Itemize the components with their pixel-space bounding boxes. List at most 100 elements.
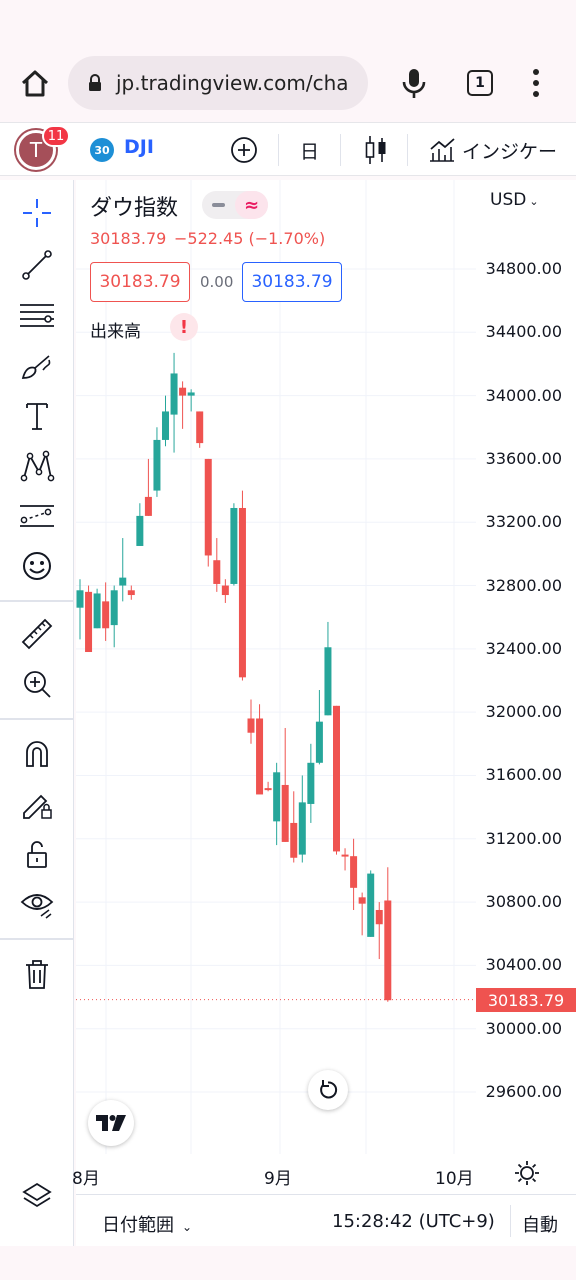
browser-toolbar: jp.tradingview.com/cha 1 bbox=[0, 0, 576, 122]
compare-add-icon[interactable] bbox=[230, 136, 258, 164]
home-icon[interactable] bbox=[18, 66, 52, 100]
toolbar-separator bbox=[407, 134, 408, 166]
currency-label: USD bbox=[490, 190, 527, 210]
object-tree-icon[interactable] bbox=[14, 1174, 60, 1220]
toolbar-separator bbox=[278, 134, 279, 166]
price-tick-label: 30000.00 bbox=[485, 1018, 562, 1038]
price-tick-label: 34800.00 bbox=[485, 259, 562, 278]
pattern-icon[interactable] bbox=[14, 443, 60, 489]
auto-scale-button[interactable]: 自動 bbox=[522, 1215, 558, 1236]
candles-style-icon[interactable] bbox=[364, 134, 388, 166]
notification-badge: 11 bbox=[42, 125, 70, 147]
price-tick-label: 32400.00 bbox=[485, 638, 562, 658]
volume-label: 出来高 bbox=[90, 322, 141, 342]
symbol-search-button[interactable]: DJI bbox=[124, 136, 154, 158]
candle-body bbox=[76, 590, 84, 608]
microphone-icon[interactable] bbox=[398, 66, 430, 100]
buy-price: 30183.79 bbox=[251, 272, 333, 292]
price-tick-label: 33600.00 bbox=[485, 448, 562, 468]
last-price-marker-text: 30183.79 bbox=[487, 990, 565, 1010]
spread-value: 0.00 bbox=[200, 273, 234, 291]
candle-body bbox=[264, 788, 272, 791]
symbol-badge-text: 30 bbox=[94, 143, 110, 157]
time-axis[interactable]: 8月 9月 10月 bbox=[72, 1154, 576, 1194]
lock-icon bbox=[88, 74, 102, 92]
indicators-button[interactable]: インジケー bbox=[462, 141, 558, 163]
price-tick-label: 32000.00 bbox=[485, 702, 562, 722]
crosshair-icon[interactable] bbox=[14, 190, 60, 236]
toolbar-divider bbox=[0, 718, 74, 720]
time-label-oct: 10月 bbox=[435, 1169, 474, 1189]
candle-body bbox=[384, 900, 392, 1001]
tab-count: 1 bbox=[475, 75, 485, 91]
price-tick-label: 31200.00 bbox=[485, 828, 562, 848]
emoji-icon[interactable] bbox=[14, 543, 60, 589]
brush-icon[interactable] bbox=[14, 343, 60, 389]
legend-mode-toggle[interactable]: ≈ bbox=[202, 191, 268, 219]
hide-drawings-icon[interactable] bbox=[14, 881, 60, 927]
trend-line-icon[interactable] bbox=[14, 242, 60, 288]
candle-body bbox=[144, 496, 152, 516]
candle-body bbox=[162, 411, 169, 440]
ruler-icon[interactable] bbox=[14, 611, 60, 657]
tradingview-logo[interactable] bbox=[88, 1100, 134, 1146]
candle-body bbox=[307, 762, 315, 804]
text-tool-icon[interactable] bbox=[14, 393, 60, 439]
price-tick-label: 34000.00 bbox=[485, 385, 562, 405]
date-range-button[interactable]: 日付範囲 ⌄ bbox=[102, 1211, 192, 1237]
candle-body bbox=[85, 591, 93, 653]
chart-settings-icon[interactable] bbox=[514, 1160, 540, 1186]
zoom-in-icon[interactable] bbox=[14, 661, 60, 707]
unlock-icon[interactable] bbox=[14, 831, 60, 877]
toolbar-separator bbox=[340, 134, 341, 166]
chevron-down-icon: ⌄ bbox=[529, 195, 539, 208]
lock-drawing-icon[interactable] bbox=[14, 781, 60, 827]
chart-pane[interactable]: ダウ指数 ≈ 30183.79 −522.45 (−1.70%) 30183.7… bbox=[72, 180, 576, 1194]
price-tick-label: 32800.00 bbox=[485, 575, 562, 595]
fib-retracement-icon[interactable] bbox=[14, 292, 60, 338]
interval-button[interactable]: 日 bbox=[300, 141, 320, 163]
approx-icon: ≈ bbox=[235, 191, 268, 219]
tab-switcher-button[interactable]: 1 bbox=[467, 70, 493, 96]
candle-body bbox=[247, 718, 255, 733]
price-tick-label: 34400.00 bbox=[485, 322, 562, 342]
candle-body bbox=[350, 856, 358, 888]
currency-selector[interactable]: USD ⌄ bbox=[490, 190, 539, 210]
chevron-down-icon: ⌄ bbox=[182, 1220, 193, 1234]
candle-body bbox=[290, 822, 298, 858]
notification-count: 11 bbox=[47, 128, 65, 144]
reset-chart-icon[interactable] bbox=[308, 1070, 348, 1110]
bottom-separator bbox=[510, 1205, 511, 1237]
candle-body bbox=[179, 387, 187, 396]
price-tick-label: 30800.00 bbox=[485, 892, 562, 912]
sell-button[interactable]: 30183.79 bbox=[90, 262, 190, 302]
candle-body bbox=[93, 593, 101, 629]
magnet-icon[interactable] bbox=[14, 731, 60, 777]
more-options-icon[interactable] bbox=[530, 68, 542, 98]
forecast-icon[interactable] bbox=[14, 493, 60, 539]
symbol-logo: 30 bbox=[90, 138, 114, 162]
candle-body bbox=[213, 560, 221, 584]
timezone-button[interactable]: 15:28:42 (UTC+9) bbox=[332, 1211, 495, 1232]
candle-body bbox=[102, 601, 110, 629]
date-range-label: 日付範囲 bbox=[102, 1215, 174, 1236]
warning-mark: ! bbox=[179, 316, 189, 338]
candle-body bbox=[358, 897, 366, 904]
url-text: jp.tradingview.com/cha bbox=[116, 71, 349, 95]
volume-warning-icon[interactable]: ! bbox=[170, 313, 198, 341]
candle-body bbox=[230, 507, 238, 584]
candle-body bbox=[315, 721, 323, 763]
candle-body bbox=[196, 411, 204, 444]
candle-body bbox=[110, 590, 118, 626]
buy-button[interactable]: 30183.79 bbox=[242, 262, 342, 302]
price-change: −522.45 (−1.70%) bbox=[174, 229, 326, 248]
candle-body bbox=[127, 590, 135, 596]
candle-body bbox=[273, 772, 281, 822]
indicators-icon[interactable] bbox=[428, 137, 456, 163]
candlestick-chart[interactable] bbox=[76, 180, 576, 1194]
trash-icon[interactable] bbox=[14, 951, 60, 997]
system-nav-area bbox=[0, 1246, 576, 1280]
last-price: 30183.79 bbox=[90, 229, 167, 248]
price-tick-label: 30400.00 bbox=[485, 955, 562, 975]
address-bar[interactable]: jp.tradingview.com/cha bbox=[68, 56, 368, 110]
